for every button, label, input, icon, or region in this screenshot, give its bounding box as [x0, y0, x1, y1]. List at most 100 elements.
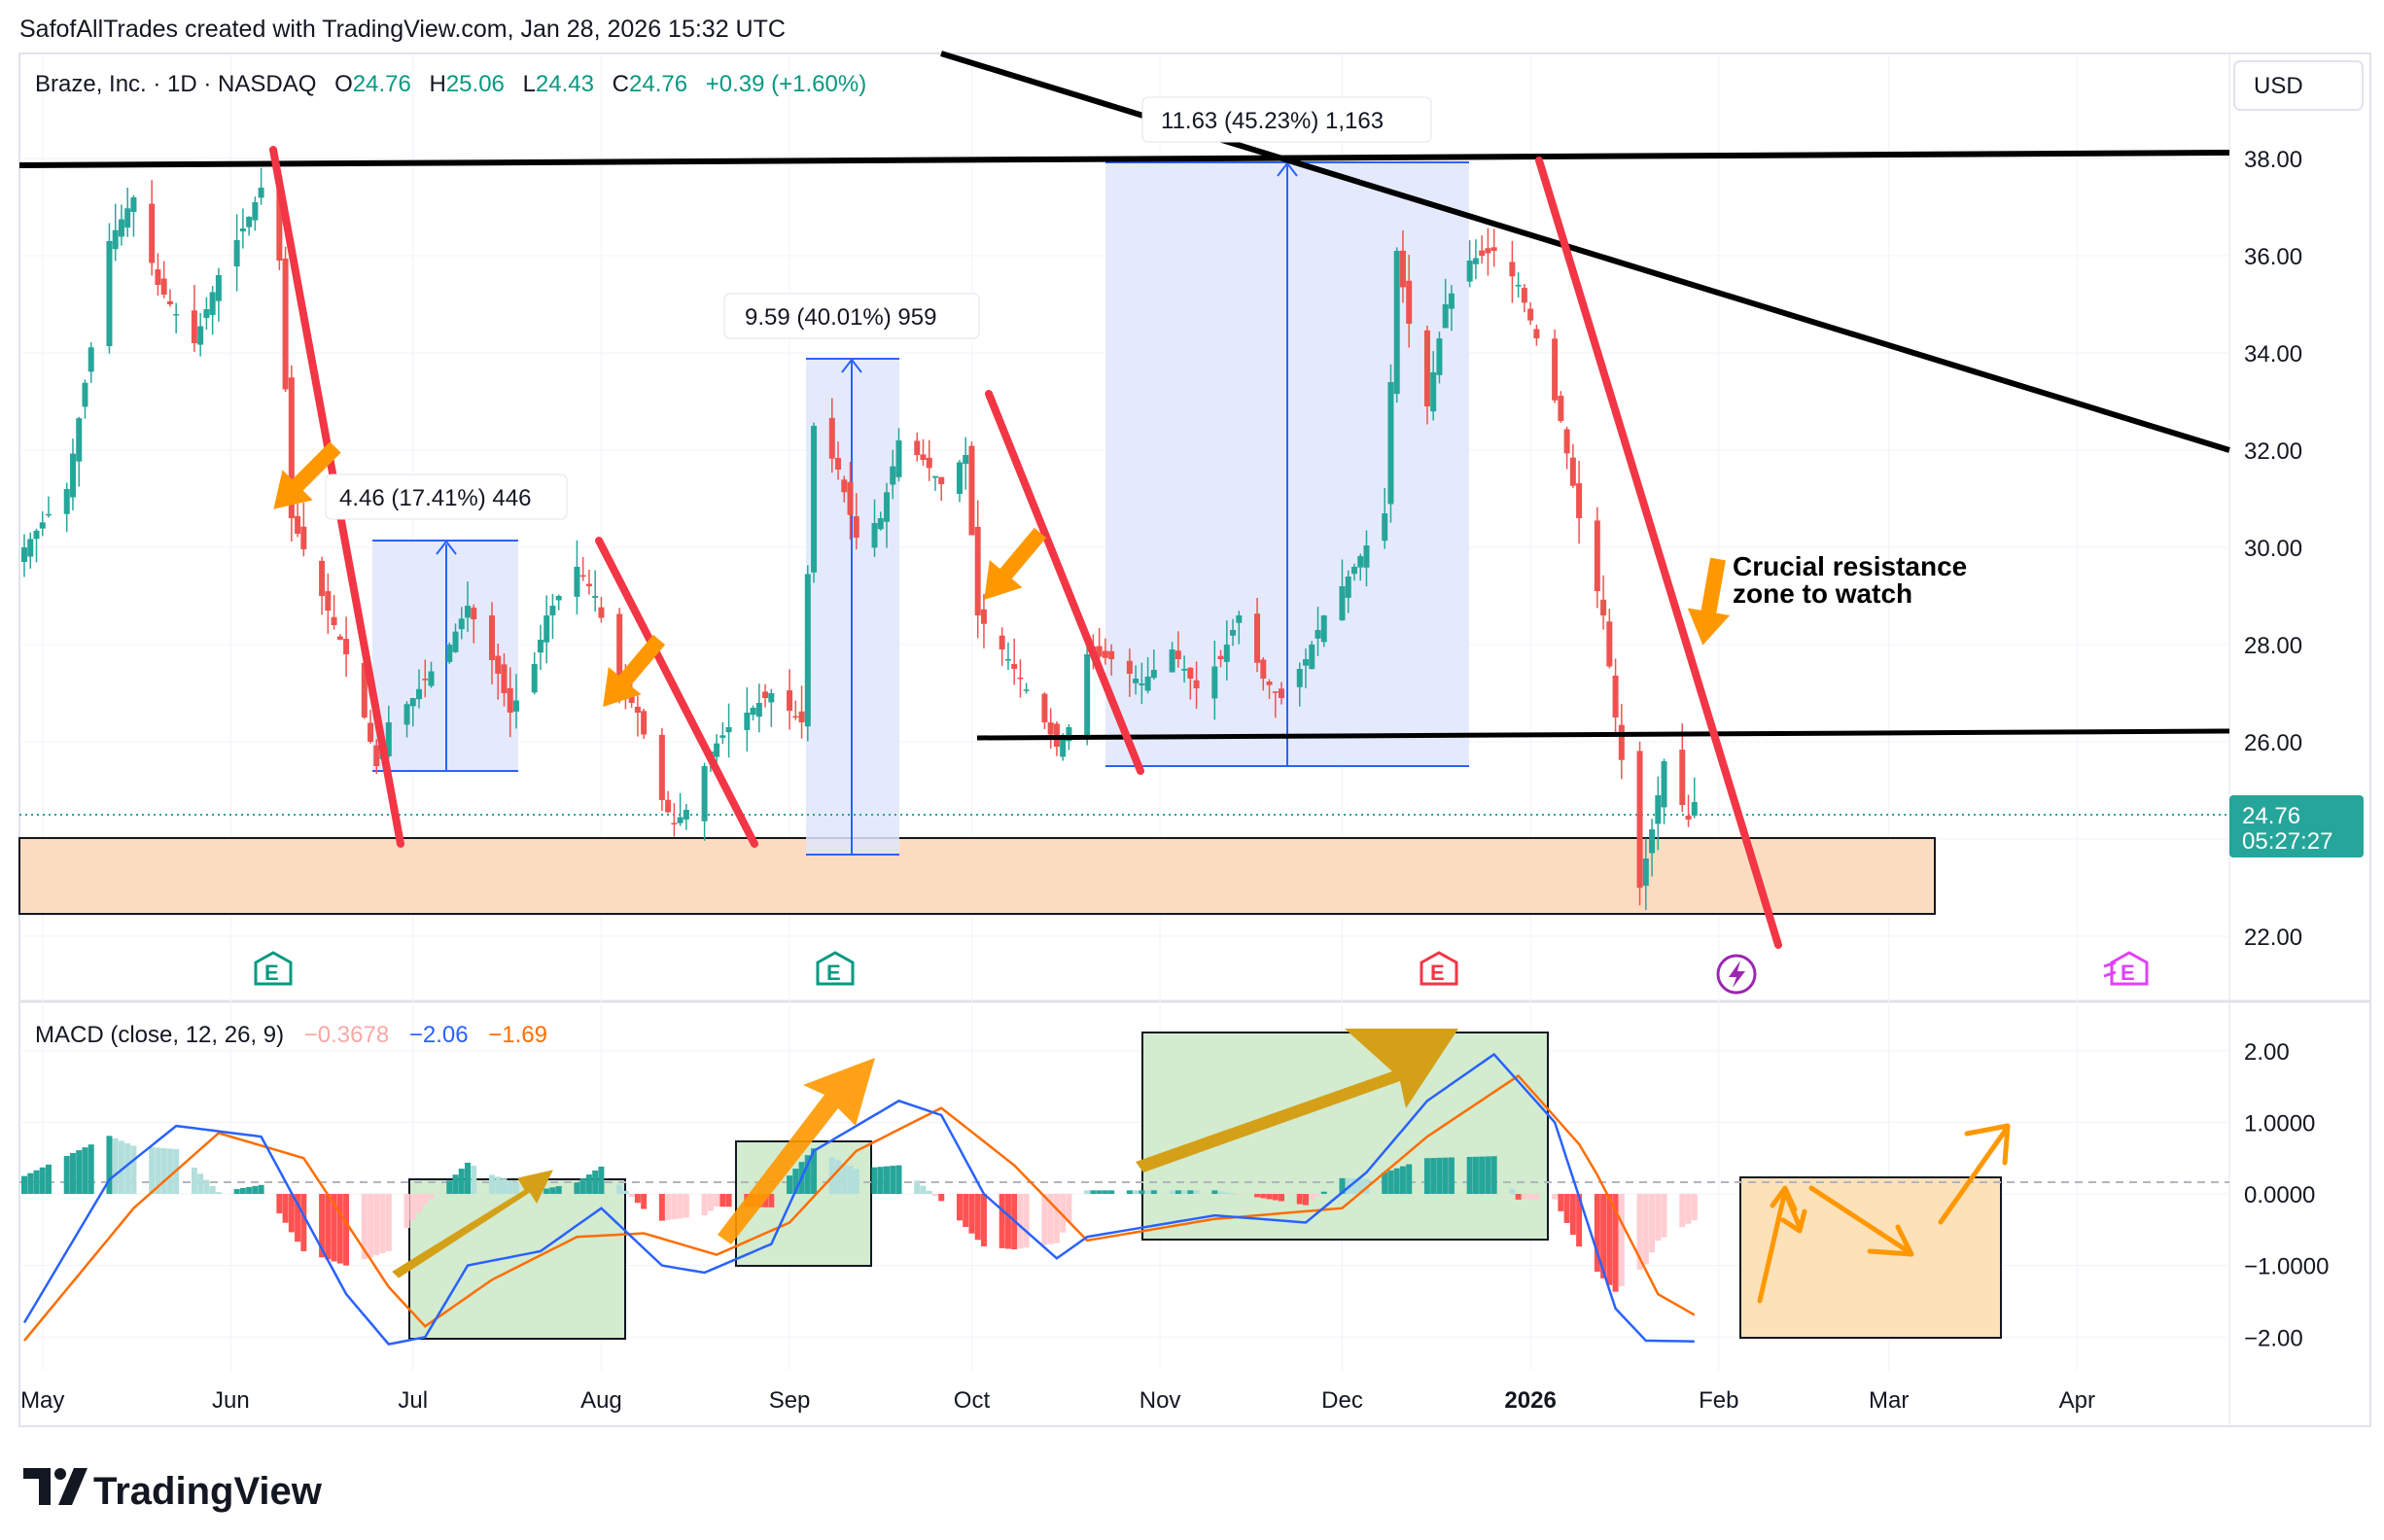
measure-tool-3[interactable] — [1105, 161, 1469, 767]
candle[interactable] — [1655, 776, 1662, 851]
candle[interactable] — [209, 285, 216, 335]
candle[interactable] — [1691, 777, 1698, 819]
candle[interactable] — [282, 246, 289, 392]
candle[interactable] — [1187, 667, 1194, 700]
candle[interactable] — [750, 705, 756, 720]
candle[interactable] — [999, 627, 1005, 666]
candle[interactable] — [1181, 655, 1188, 682]
candle[interactable] — [1223, 620, 1230, 681]
earnings-marker-future[interactable]: E — [2103, 951, 2149, 986]
candle[interactable] — [1339, 559, 1346, 621]
candle[interactable] — [1442, 278, 1449, 329]
candle[interactable] — [252, 196, 259, 231]
currency-button[interactable]: USD — [2233, 60, 2364, 111]
candle[interactable] — [1279, 682, 1285, 705]
candle[interactable] — [877, 511, 884, 531]
support-zone[interactable] — [18, 837, 1936, 915]
candle[interactable] — [762, 683, 769, 708]
candle[interactable] — [1569, 443, 1576, 488]
candle[interactable] — [1108, 644, 1115, 676]
candle[interactable] — [1436, 332, 1443, 384]
candle[interactable] — [871, 499, 878, 557]
candle[interactable] — [155, 253, 161, 297]
candle[interactable] — [428, 661, 435, 688]
candle[interactable] — [1406, 255, 1413, 348]
candle[interactable] — [422, 659, 429, 698]
candle[interactable] — [1490, 228, 1497, 267]
candle[interactable] — [1636, 741, 1643, 906]
candle[interactable] — [239, 208, 246, 249]
candle[interactable] — [1023, 682, 1030, 694]
candle[interactable] — [725, 703, 732, 758]
candle[interactable] — [598, 596, 605, 623]
candle[interactable] — [446, 642, 453, 664]
candle[interactable] — [106, 223, 113, 354]
candle[interactable] — [69, 438, 76, 510]
candle[interactable] — [33, 528, 40, 563]
candle[interactable] — [471, 604, 477, 644]
candle[interactable] — [1558, 391, 1564, 423]
candle[interactable] — [926, 439, 932, 481]
candle[interactable] — [1133, 665, 1139, 695]
candle[interactable] — [683, 803, 689, 830]
candle[interactable] — [1466, 240, 1473, 288]
earnings-marker-1[interactable]: E — [254, 951, 293, 986]
candle[interactable] — [215, 267, 222, 322]
candle[interactable] — [39, 510, 46, 537]
candle[interactable] — [1309, 641, 1315, 670]
candle[interactable] — [1169, 642, 1175, 673]
candle[interactable] — [1472, 239, 1479, 280]
candle[interactable] — [1296, 662, 1303, 707]
candle[interactable] — [1594, 507, 1600, 609]
candle[interactable] — [531, 651, 538, 695]
earnings-marker-2[interactable]: E — [816, 951, 855, 986]
candle[interactable] — [938, 476, 945, 502]
measure-tool-2[interactable] — [806, 358, 899, 856]
candle[interactable] — [1254, 597, 1261, 673]
candle[interactable] — [1047, 708, 1054, 750]
candle[interactable] — [1084, 643, 1091, 746]
candle[interactable] — [1399, 230, 1406, 303]
candle[interactable] — [963, 437, 969, 490]
candle[interactable] — [130, 194, 137, 237]
candle[interactable] — [1423, 325, 1430, 425]
candle[interactable] — [501, 652, 508, 707]
candle[interactable] — [641, 708, 648, 739]
candle[interactable] — [884, 482, 891, 548]
candle[interactable] — [409, 697, 416, 727]
dividend-lightning-icon[interactable] — [1716, 954, 1757, 995]
earnings-marker-3[interactable]: E — [1420, 951, 1458, 986]
candle[interactable] — [1011, 638, 1018, 685]
candle[interactable] — [1430, 351, 1437, 421]
candle[interactable] — [124, 187, 131, 237]
candle[interactable] — [634, 695, 641, 737]
candle[interactable] — [804, 565, 811, 742]
candle[interactable] — [1260, 656, 1267, 691]
measure-tool-1[interactable] — [372, 540, 518, 772]
candle[interactable] — [1144, 656, 1151, 694]
candle[interactable] — [45, 496, 52, 518]
candle[interactable] — [677, 792, 684, 826]
resistance-line-top[interactable] — [18, 150, 2230, 168]
time-axis[interactable]: May Jun Jul Aug Sep Oct Nov Dec 2026 Feb Mar Apr — [20, 1387, 2095, 1414]
candle[interactable] — [1612, 658, 1619, 736]
candle[interactable] — [1272, 691, 1279, 718]
candle[interactable] — [1230, 618, 1237, 647]
candle[interactable] — [1600, 575, 1607, 630]
candle[interactable] — [191, 285, 197, 352]
candle[interactable] — [1521, 283, 1527, 313]
candle[interactable] — [1211, 640, 1218, 720]
resistance-line-mid[interactable] — [976, 728, 2230, 741]
candle[interactable] — [792, 700, 799, 720]
candle[interactable] — [458, 607, 465, 640]
candle[interactable] — [579, 557, 586, 581]
candle[interactable] — [585, 569, 592, 595]
candle[interactable] — [914, 432, 921, 462]
candle[interactable] — [1345, 570, 1351, 613]
candle[interactable] — [1357, 553, 1364, 581]
candle[interactable] — [368, 710, 374, 744]
candle[interactable] — [1350, 563, 1357, 581]
macd-axis[interactable]: 2.00 1.0000 0.0000 −1.0000 −2.00 — [2244, 1039, 2329, 1352]
candle[interactable] — [1485, 228, 1491, 276]
